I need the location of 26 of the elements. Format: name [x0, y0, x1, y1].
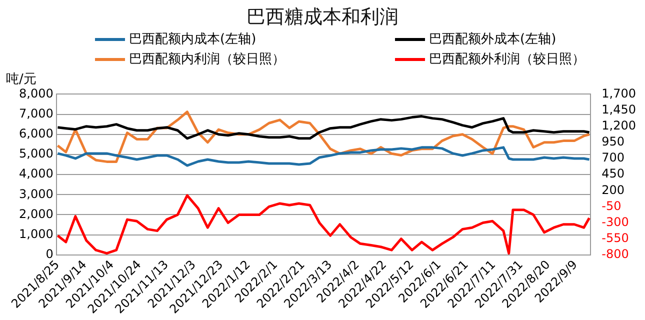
y2-tick-label: 200: [602, 182, 625, 197]
y-axis-title: 吨/元: [6, 71, 36, 88]
y2-tick-label: 1,700: [602, 86, 636, 100]
y2-tick-label: -550: [602, 230, 629, 245]
y2-tick-label: 1,450: [602, 102, 636, 116]
y2-tick-label: 1,200: [602, 118, 636, 132]
y-tick-label: 7,000: [18, 106, 54, 120]
y2-tick-label: -800: [602, 247, 629, 262]
legend-label: 巴西配额外成本(左轴): [429, 31, 556, 48]
legend-label: 巴西配额内成本(左轴): [129, 31, 256, 48]
y2-tick-label: -50: [602, 198, 622, 213]
chart-title: 巴西糖成本和利润: [246, 5, 400, 30]
y-tick-label: 2,000: [18, 206, 54, 221]
y2-tick-label: -300: [602, 214, 629, 229]
y-tick-label: 3,000: [18, 186, 54, 201]
y-tick-label: 8,000: [18, 86, 54, 100]
y2-tick-label: 700: [602, 150, 625, 165]
y2-tick-label: 450: [602, 166, 625, 181]
y-tick-label: 1,000: [18, 226, 54, 241]
y2-tick-label: 950: [602, 134, 625, 149]
y-tick-label: 4,000: [18, 166, 54, 181]
legend-label: 巴西配额内利润（较日照）: [129, 51, 285, 68]
y-tick-label: 5,000: [18, 146, 54, 161]
y-tick-label: 6,000: [18, 126, 54, 141]
legend-label: 巴西配额外利润（较日照）: [429, 51, 585, 68]
y-tick-label: 0: [46, 247, 54, 262]
